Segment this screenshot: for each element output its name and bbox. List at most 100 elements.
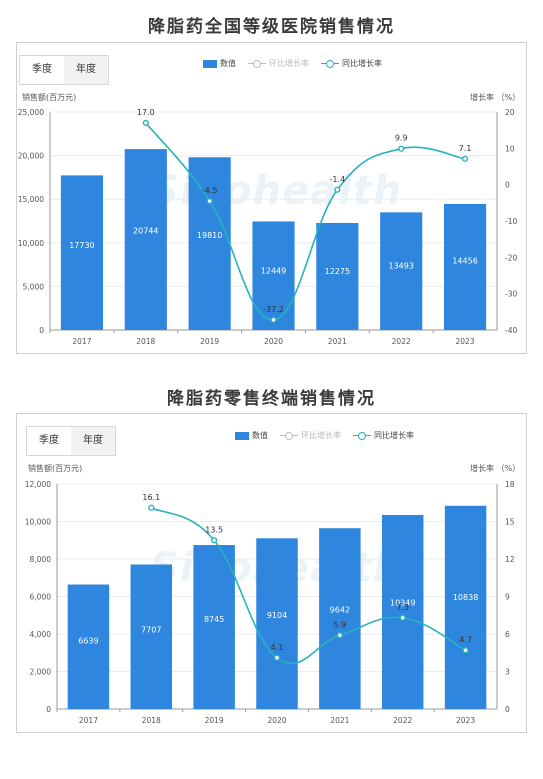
chart-2-heading: 降脂药零售终端销售情况	[167, 389, 376, 409]
bar	[124, 149, 167, 330]
y-left-tick-label: 25,000	[18, 108, 44, 117]
yoy-label: 7.1	[459, 144, 472, 153]
bar	[316, 222, 359, 330]
y-right-tick-label: 12	[505, 555, 515, 564]
x-tick-label: 2017	[72, 337, 91, 346]
yoy-label: 16.1	[142, 493, 160, 502]
chart-1-heading: 降脂药全国等级医院销售情况	[148, 17, 395, 37]
y-right-tick-label: -40	[505, 326, 517, 335]
y-right-tick-label: -20	[505, 253, 517, 262]
line-swatch-icon	[353, 431, 371, 440]
legend-item-value[interactable]: 数值	[203, 58, 236, 69]
bar	[256, 538, 298, 709]
bar	[188, 157, 231, 330]
bar-value-label: 10838	[453, 593, 478, 602]
y-right-tick-label: 0	[505, 705, 510, 714]
y-left-tick-label: 10,000	[25, 518, 51, 527]
y-left-tick-label: 8,000	[30, 555, 52, 564]
legend-item-mom[interactable]: 环比增长率	[248, 58, 309, 69]
yoy-point	[334, 186, 341, 193]
bar	[193, 545, 235, 709]
bar	[444, 505, 487, 709]
yoy-label: -4.5	[202, 186, 218, 195]
bar-value-label: 9642	[330, 606, 350, 615]
legend-item-value[interactable]: 数值	[235, 430, 268, 441]
chart-1-legend: 数值 环比增长率 同比增长率	[203, 58, 390, 69]
yoy-label: 13.5	[205, 525, 223, 534]
y-left-tick-label: 2,000	[30, 668, 52, 677]
tab-quarterly[interactable]: 季度	[27, 427, 71, 455]
y-left-tick-label: 0	[46, 705, 51, 714]
y-right-tick-label: 10	[505, 144, 515, 153]
x-tick-label: 2022	[393, 716, 412, 725]
line-swatch-icon	[280, 431, 298, 440]
y-left-tick-label: 15,000	[18, 195, 44, 204]
yoy-label: 5.9	[333, 620, 346, 629]
yoy-point	[142, 119, 149, 127]
x-tick-label: 2020	[264, 337, 283, 346]
y-left-tick-label: 4,000	[30, 630, 52, 639]
bar-value-label: 17730	[69, 241, 94, 250]
bar-value-label: 12275	[325, 267, 350, 276]
bar-value-label: 8745	[204, 615, 224, 624]
chart-1-tabs: 季度 年度	[19, 55, 109, 85]
chart-2-tabs: 季度 年度	[26, 426, 116, 456]
chart-2-right-axis-title: 增长率 （%）	[470, 464, 521, 473]
bar	[67, 584, 110, 709]
bar-value-label: 20744	[133, 227, 158, 236]
yoy-label: 17.0	[137, 108, 155, 117]
yoy-point	[461, 155, 469, 162]
bar	[130, 564, 173, 709]
yoy-label: -1.4	[330, 175, 346, 184]
x-tick-label: 2023	[456, 716, 475, 725]
y-right-tick-label: -30	[505, 290, 517, 299]
bar	[319, 528, 361, 709]
x-tick-label: 2019	[205, 716, 224, 725]
yoy-point	[273, 654, 281, 661]
bar-value-label: 12449	[261, 266, 286, 275]
x-tick-label: 2022	[392, 337, 411, 346]
x-tick-label: 2018	[142, 716, 161, 725]
yoy-point	[148, 504, 155, 511]
y-right-tick-label: 20	[505, 108, 515, 117]
y-right-tick-label: 18	[505, 480, 515, 489]
bar	[381, 514, 424, 709]
chart-1-right-axis-title: 增长率 （%）	[470, 93, 521, 102]
x-tick-label: 2017	[79, 716, 98, 725]
yoy-point	[211, 537, 218, 544]
bar-value-label: 13493	[388, 261, 413, 270]
tab-quarterly[interactable]: 季度	[20, 56, 64, 84]
y-left-tick-label: 5,000	[23, 282, 45, 291]
bar	[60, 175, 104, 330]
yoy-point	[270, 316, 277, 323]
legend-item-yoy[interactable]: 同比增长率	[321, 58, 382, 69]
y-right-tick-label: 0	[505, 181, 510, 190]
x-tick-label: 2023	[456, 337, 475, 346]
line-swatch-icon	[248, 59, 266, 68]
legend-item-yoy[interactable]: 同比增长率	[353, 430, 414, 441]
bar	[380, 212, 423, 330]
tab-yearly[interactable]: 年度	[83, 435, 103, 446]
bar-value-label: 6639	[78, 637, 98, 646]
line-swatch-icon	[321, 59, 339, 68]
x-tick-label: 2021	[328, 337, 347, 346]
bar-swatch-icon	[235, 431, 249, 440]
y-right-tick-label: 6	[505, 630, 510, 639]
y-left-tick-label: 6,000	[30, 593, 52, 602]
y-right-tick-label: 15	[505, 518, 515, 527]
yoy-label: -37.2	[263, 305, 284, 314]
legend-item-mom[interactable]: 环比增长率	[280, 430, 341, 441]
chart-2-left-axis-title: 销售额(百万元)	[28, 464, 83, 473]
chart-2-legend: 数值 环比增长率 同比增长率	[235, 430, 422, 441]
yoy-label: 4.7	[459, 635, 472, 644]
x-tick-label: 2019	[200, 337, 219, 346]
bar-value-label: 9104	[267, 611, 287, 620]
tab-yearly[interactable]: 年度	[76, 64, 96, 75]
yoy-label: 9.9	[395, 134, 408, 143]
y-left-tick-label: 20,000	[18, 152, 44, 161]
yoy-point	[206, 197, 213, 205]
y-left-tick-label: 10,000	[18, 239, 44, 248]
yoy-point	[336, 632, 343, 639]
bar-value-label: 14456	[452, 257, 477, 266]
